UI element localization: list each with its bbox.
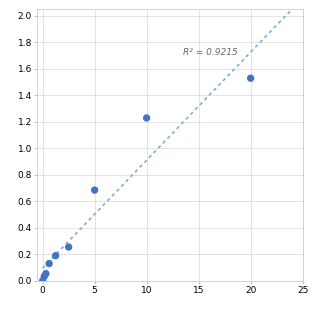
Point <box>92 188 97 193</box>
Point <box>42 274 47 279</box>
Point <box>248 76 253 81</box>
Point <box>144 115 149 120</box>
Point <box>40 278 45 283</box>
Point <box>66 245 71 250</box>
Point <box>47 261 52 266</box>
Text: R² = 0.9215: R² = 0.9215 <box>183 48 238 57</box>
Point <box>53 253 58 258</box>
Point <box>43 271 48 276</box>
